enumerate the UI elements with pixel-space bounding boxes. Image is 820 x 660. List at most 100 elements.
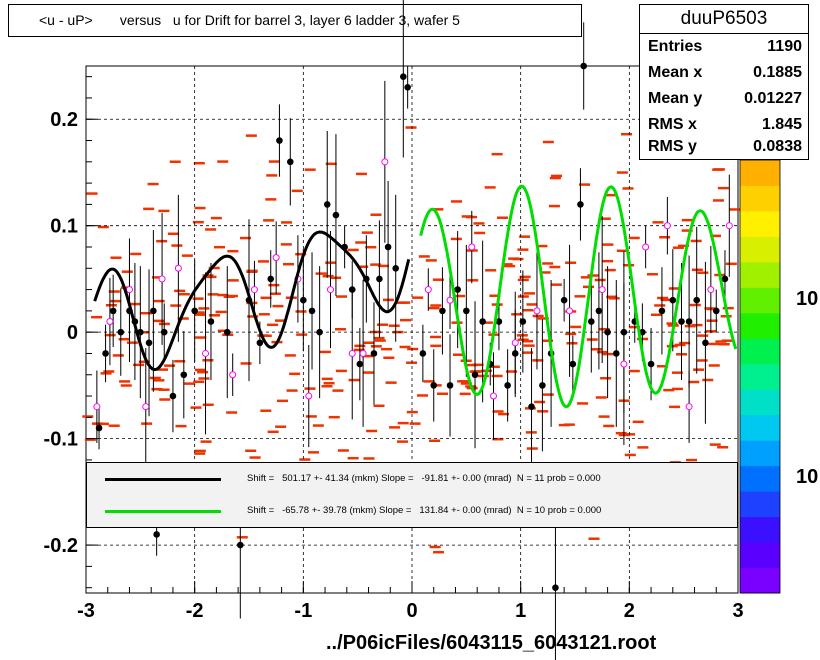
histogram-bin bbox=[152, 276, 164, 279]
data-point bbox=[519, 318, 527, 325]
color-palette bbox=[739, 159, 781, 594]
histogram-bin bbox=[684, 324, 696, 328]
histogram-bin bbox=[100, 372, 112, 375]
fit-legend: Shift = 501.17 +- 41.34 (mkm) Slope = -9… bbox=[86, 462, 738, 528]
data-point bbox=[702, 339, 709, 347]
histogram-bin bbox=[347, 248, 359, 252]
data-point-open bbox=[468, 243, 476, 251]
histogram-bin bbox=[604, 268, 616, 272]
legend-entry: Shift = 501.17 +- 41.34 (mkm) Slope = -9… bbox=[87, 466, 737, 494]
histogram-bin bbox=[120, 286, 132, 289]
histogram-bin bbox=[370, 345, 382, 348]
histogram-bin bbox=[396, 301, 408, 304]
histogram-bin bbox=[263, 219, 275, 222]
histogram-bin bbox=[603, 424, 615, 428]
palette-band bbox=[740, 491, 780, 518]
histogram-bin bbox=[598, 327, 610, 331]
histogram-bin bbox=[409, 422, 421, 425]
data-point bbox=[577, 201, 584, 208]
histogram-bin bbox=[532, 359, 544, 362]
histogram-bin bbox=[594, 278, 606, 282]
histogram-bin bbox=[721, 339, 733, 342]
histogram-bin bbox=[126, 341, 138, 344]
data-point bbox=[150, 307, 157, 315]
histogram-bin bbox=[198, 307, 210, 310]
histogram-bin bbox=[158, 388, 170, 391]
data-point-open bbox=[685, 403, 693, 411]
palette-band bbox=[740, 440, 780, 467]
histogram-bin bbox=[192, 297, 204, 300]
palette-label: 10 bbox=[796, 288, 819, 310]
histogram-bin bbox=[430, 335, 442, 339]
histogram-bin bbox=[392, 330, 404, 334]
histogram-bin bbox=[729, 208, 741, 211]
histogram-bin bbox=[357, 265, 369, 268]
histogram-bin bbox=[334, 328, 346, 331]
histogram-bin bbox=[521, 339, 533, 343]
data-point bbox=[569, 360, 577, 368]
histogram-bin bbox=[399, 345, 411, 349]
data-point bbox=[400, 73, 407, 80]
histogram-bin bbox=[608, 297, 620, 300]
histogram-bin bbox=[704, 307, 716, 310]
data-point-open bbox=[93, 403, 101, 411]
histogram-bin bbox=[336, 295, 348, 298]
histogram-bin bbox=[624, 453, 636, 457]
histogram-bin bbox=[363, 341, 375, 345]
data-point bbox=[117, 328, 125, 336]
histogram-bin bbox=[178, 292, 190, 296]
histogram-bin bbox=[516, 334, 528, 337]
histogram-bin bbox=[708, 364, 720, 367]
histogram-bin bbox=[412, 296, 424, 299]
histogram-bin bbox=[407, 347, 419, 351]
histogram-bin bbox=[355, 172, 367, 176]
histogram-bin bbox=[671, 387, 683, 391]
data-point bbox=[612, 350, 620, 357]
histogram-bin bbox=[660, 298, 672, 302]
histogram-bin bbox=[209, 314, 221, 317]
histogram-bin bbox=[526, 303, 538, 306]
histogram-bin bbox=[481, 321, 493, 324]
histogram-bin bbox=[459, 392, 471, 396]
histogram-bin bbox=[549, 176, 561, 180]
histogram-bin bbox=[319, 350, 331, 354]
histogram-bin bbox=[361, 354, 373, 358]
histogram-bin bbox=[258, 313, 270, 316]
data-point bbox=[693, 296, 701, 304]
data-point bbox=[102, 350, 109, 357]
histogram-bin bbox=[267, 323, 279, 327]
histogram-bin bbox=[697, 334, 709, 337]
data-point-open bbox=[511, 339, 519, 347]
histogram-bin bbox=[227, 279, 239, 282]
histogram-bin bbox=[491, 152, 503, 156]
data-point-open bbox=[359, 349, 367, 357]
histogram-bin bbox=[82, 415, 94, 418]
histogram-bin bbox=[227, 249, 239, 253]
histogram-bin bbox=[194, 449, 206, 453]
histogram-bin bbox=[274, 319, 286, 322]
histogram-bin bbox=[397, 421, 409, 425]
histogram-bin bbox=[451, 200, 463, 203]
histogram-bin bbox=[269, 292, 281, 295]
histogram-bin bbox=[239, 236, 251, 240]
histogram-bin bbox=[672, 246, 684, 249]
data-point bbox=[580, 62, 587, 70]
data-point bbox=[376, 275, 383, 283]
histogram-bin bbox=[210, 216, 222, 220]
histogram-bin bbox=[198, 377, 210, 380]
histogram-bin bbox=[86, 192, 98, 195]
histogram-bin bbox=[304, 168, 316, 171]
histogram-bin bbox=[312, 424, 324, 427]
histogram-bin bbox=[474, 231, 486, 235]
histogram-bin bbox=[174, 360, 186, 363]
histogram-bin bbox=[194, 206, 206, 210]
data-point bbox=[316, 328, 323, 336]
data-point bbox=[439, 307, 446, 315]
histogram-bin bbox=[247, 315, 259, 318]
histogram-bin bbox=[138, 360, 150, 364]
histogram-bin bbox=[370, 263, 382, 266]
histogram-bin bbox=[602, 243, 614, 246]
histogram-bin bbox=[282, 262, 294, 266]
stat-value: 0.01227 bbox=[744, 90, 802, 107]
histogram-bin bbox=[177, 317, 189, 320]
